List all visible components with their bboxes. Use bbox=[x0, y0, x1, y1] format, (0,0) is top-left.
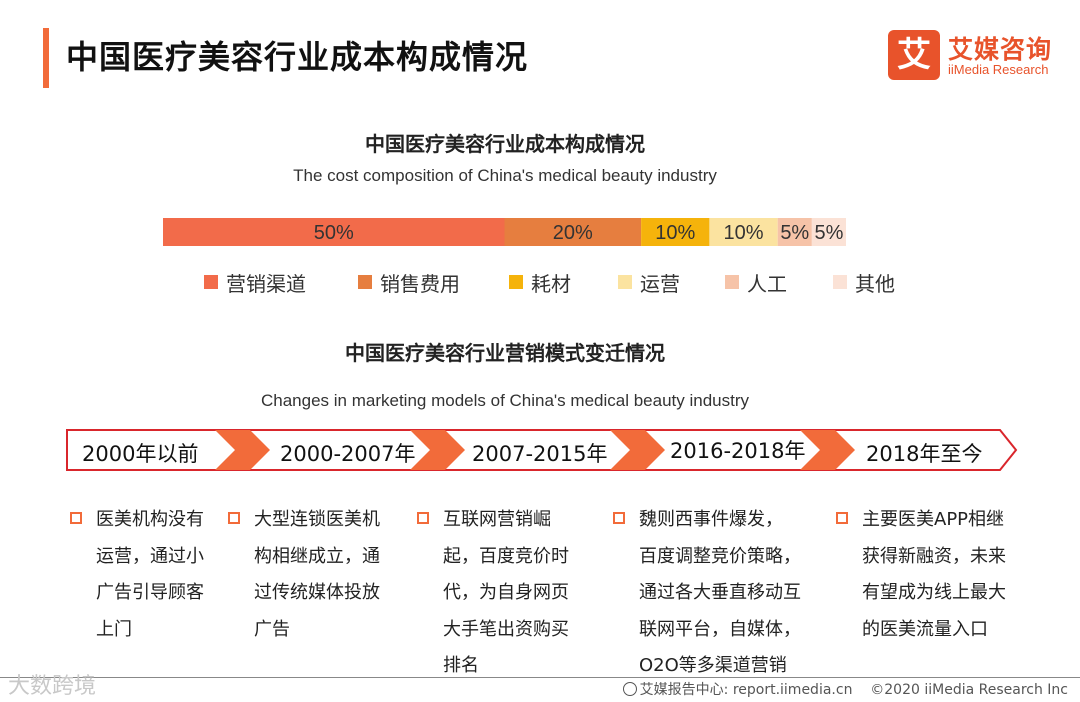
legend-label: 人工 bbox=[747, 271, 787, 296]
description-line: 有望成为线上最大 bbox=[862, 582, 1006, 603]
bar-segment bbox=[504, 218, 642, 246]
legend-label: 销售费用 bbox=[380, 271, 460, 296]
chart-title: 中国医疗美容行业成本构成情况 bbox=[365, 132, 645, 156]
legend-label: 运营 bbox=[640, 271, 680, 296]
description-line: 联网平台，自媒体， bbox=[639, 618, 801, 640]
description-line: 通过各大垂直移动互 bbox=[639, 582, 801, 603]
legend-label: 其他 bbox=[855, 271, 895, 296]
description-line: 上门 bbox=[96, 618, 132, 640]
legend-swatch bbox=[509, 275, 523, 289]
description-line: 起，百度竞价时 bbox=[443, 545, 569, 567]
legend-item: 营销渠道 bbox=[204, 268, 306, 296]
page-title: 中国医疗美容行业成本构成情况 bbox=[66, 38, 529, 76]
timeline-title: 中国医疗美容行业营销模式变迁情况 bbox=[345, 341, 665, 365]
description-line: 广告引导顾客 bbox=[96, 582, 204, 603]
bar-data-label: 5% bbox=[780, 222, 809, 244]
legend-item: 运营 bbox=[618, 268, 680, 296]
legend-item: 耗材 bbox=[509, 268, 571, 296]
logo-en-name: iiMedia Research bbox=[948, 62, 1049, 77]
bullet-square-icon bbox=[417, 512, 429, 524]
description-line: 过传统媒体投放 bbox=[254, 582, 380, 603]
chart-subtitle: The cost composition of China's medical … bbox=[293, 166, 717, 185]
legend-swatch bbox=[358, 275, 372, 289]
timeline-phase-label: 2000年以前 bbox=[82, 442, 199, 466]
timeline-chevron bbox=[215, 430, 270, 470]
legend-label: 耗材 bbox=[531, 271, 571, 296]
bar-segment bbox=[777, 218, 812, 246]
description-line: O2O等多渠道营销 bbox=[639, 655, 787, 676]
bullet-square-icon bbox=[836, 512, 848, 524]
description-line: 排名 bbox=[443, 655, 479, 676]
description-line: 主要医美APP相继 bbox=[862, 509, 1005, 530]
logo-mark: 艾 bbox=[888, 30, 940, 80]
description-line: 大型连锁医美机 bbox=[254, 509, 380, 530]
legend-swatch bbox=[725, 275, 739, 289]
description-line: 互联网营销崛 bbox=[443, 509, 551, 530]
bar-data-label: 20% bbox=[553, 222, 593, 244]
footer-divider bbox=[0, 677, 1080, 678]
bar-data-label: 10% bbox=[655, 222, 695, 244]
legend-swatch bbox=[618, 275, 632, 289]
timeline-phase-label: 2000-2007年 bbox=[280, 442, 416, 466]
chart-legend: 营销渠道 销售费用 耗材 运营 人工 其他 bbox=[200, 268, 920, 296]
title-accent-bar bbox=[43, 28, 49, 88]
timeline-phase-label: 2007-2015年 bbox=[472, 442, 608, 466]
legend-item: 人工 bbox=[725, 268, 787, 296]
bullet-square-icon bbox=[613, 512, 625, 524]
bar-segment bbox=[811, 218, 846, 246]
logo-cn-name: 艾媒咨询 bbox=[948, 35, 1053, 64]
legend-swatch bbox=[833, 275, 847, 289]
bullet-square-icon bbox=[228, 512, 240, 524]
timeline-outline bbox=[66, 429, 1018, 471]
legend-item: 其他 bbox=[833, 268, 895, 296]
iimedia-logo: 艾 艾媒咨询 iiMedia Research bbox=[888, 30, 1068, 82]
description-line: 代，为自身网页 bbox=[443, 582, 569, 603]
bar-segment bbox=[163, 218, 505, 246]
description-line: 广告 bbox=[254, 618, 290, 640]
description-line: 医美机构没有 bbox=[96, 509, 204, 530]
legend-item: 销售费用 bbox=[358, 268, 460, 296]
footer-source: 艾媒报告中心: report.iimedia.cn bbox=[639, 682, 853, 698]
bullet-square-icon bbox=[70, 512, 82, 524]
bar-data-label: 5% bbox=[814, 222, 843, 244]
bar-segment bbox=[709, 218, 778, 246]
description-line: 运营，通过小 bbox=[96, 545, 204, 567]
bar-data-label: 50% bbox=[314, 222, 354, 244]
timeline-phase-label: 2018年至今 bbox=[866, 442, 983, 466]
footer: 艾媒报告中心: report.iimedia.cn ©2020 iiMedia … bbox=[622, 679, 1068, 699]
description-line: 的医美流量入口 bbox=[862, 618, 988, 640]
description-line: 百度调整竞价策略， bbox=[639, 545, 801, 567]
timeline-subtitle: Changes in marketing models of China's m… bbox=[261, 391, 749, 410]
description-line: 构相继成立，通 bbox=[254, 545, 380, 567]
description-line: 魏则西事件爆发， bbox=[639, 509, 783, 530]
timeline-chevron bbox=[410, 430, 465, 470]
description-line: 大手笔出资购买 bbox=[443, 618, 569, 640]
legend-swatch bbox=[204, 275, 218, 289]
footer-copyright: ©2020 iiMedia Research Inc bbox=[870, 682, 1068, 698]
watermark: 大数跨境 bbox=[8, 674, 97, 699]
timeline-chevron bbox=[800, 430, 855, 470]
description-line: 获得新融资，未来 bbox=[862, 545, 1006, 567]
globe-icon bbox=[622, 682, 637, 696]
legend-label: 营销渠道 bbox=[226, 271, 306, 296]
timeline-phase-label: 2016-2018年 bbox=[670, 439, 806, 463]
timeline-chevron bbox=[610, 430, 665, 470]
bar-data-label: 10% bbox=[724, 222, 764, 244]
bar-segment bbox=[641, 218, 710, 246]
